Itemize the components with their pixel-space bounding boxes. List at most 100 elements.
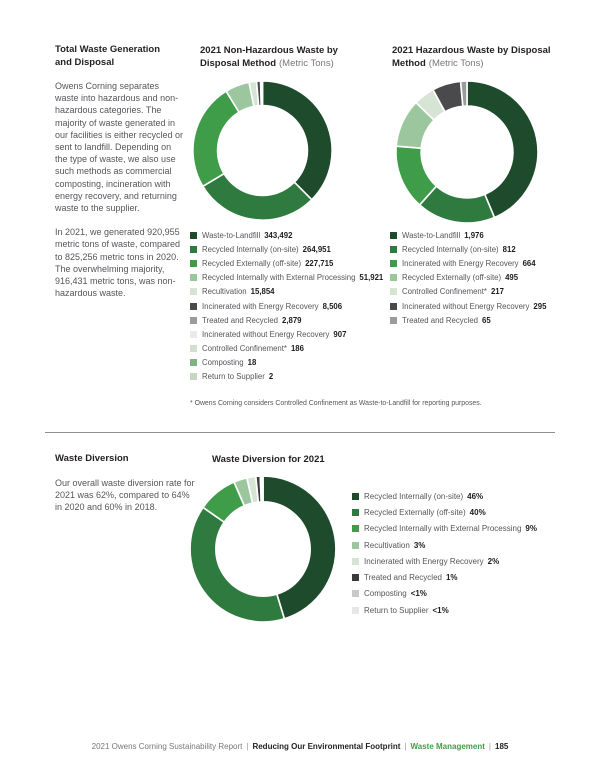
legend-value: 343,492 (264, 230, 293, 240)
legend-label: Recycled Internally (on-site) (364, 491, 464, 501)
legend-label: Return to Supplier (364, 605, 429, 615)
chart-title-text: Method (392, 58, 426, 69)
legend-item: Treated and Recycled 2,879 (190, 313, 383, 327)
legend-label: Incinerated with Energy Recovery (402, 258, 519, 268)
legend-value: 18 (247, 358, 257, 368)
legend-label: Incinerated with Energy Recovery (202, 301, 319, 311)
legend-value: <1% (410, 589, 427, 599)
legend-label: Composting (364, 589, 407, 599)
legend-value: 51,921 (359, 273, 384, 283)
section-heading-waste-generation: Total Waste Generation and Disposal (55, 44, 161, 68)
legend-item: Incinerated without Energy Recovery 295 (390, 299, 546, 313)
legend-item: Recycled Internally with External Proces… (190, 271, 383, 285)
legend-swatch (190, 245, 197, 253)
section-divider (45, 432, 555, 433)
legend-item: Recycled Internally (on-site) 46% (352, 488, 537, 504)
legend-value: <1% (432, 605, 449, 615)
legend-swatch (190, 359, 197, 367)
donut-chart-nonhazardous (190, 78, 335, 223)
legend-label: Recycled Internally with External Proces… (202, 273, 356, 283)
legend-swatch (190, 345, 197, 353)
legend-item: Incinerated with Energy Recovery 664 (390, 256, 546, 270)
legend-label: Controlled Confinement* (402, 287, 487, 297)
legend-swatch (390, 302, 397, 310)
legend-swatch (190, 288, 197, 296)
legend-label: Waste-to-Landfill (202, 230, 261, 240)
donut-segment (262, 475, 337, 620)
chart-title-text: 2021 Non-Hazardous Waste by (200, 45, 338, 56)
footer-separator: | (246, 742, 249, 751)
legend-value: 907 (333, 329, 347, 339)
legend-label: Recycled Externally (off-site) (364, 507, 466, 517)
legend-label: Return to Supplier (202, 372, 265, 382)
legend-swatch (352, 525, 359, 533)
page-footer: 2021 Owens Corning Sustainability Report… (0, 742, 600, 751)
legend-value: 15,854 (250, 287, 275, 297)
legend-item: Treated and Recycled 65 (390, 313, 546, 327)
legend-item: Recultivation 15,854 (190, 285, 383, 299)
legend-hazardous: Waste-to-Landfill 1,976 Recycled Internall… (390, 228, 546, 327)
donut-segment (189, 506, 286, 623)
legend-item: Controlled Confinement* 217 (390, 285, 546, 299)
legend-label: Controlled Confinement* (202, 344, 287, 354)
legend-label: Treated and Recycled (364, 573, 442, 583)
legend-value: 295 (533, 301, 547, 311)
legend-item: Controlled Confinement* 186 (190, 342, 383, 356)
legend-swatch (390, 259, 397, 267)
legend-swatch (390, 231, 397, 239)
legend-value: 3% (413, 540, 426, 550)
chart-title-text: Disposal Method (200, 58, 277, 69)
footer-text: Waste Management (410, 742, 485, 751)
legend-item: Composting <1% (352, 586, 537, 602)
legend-diversion: Recycled Internally (on-site) 46% Recycled… (352, 488, 537, 618)
legend-swatch (352, 606, 359, 614)
legend-nonhazardous: Waste-to-Landfill 343,492 Recycled Interna… (190, 228, 383, 384)
legend-label: Recultivation (202, 287, 247, 297)
paragraph: In 2021, we generated 920,955 metric ton… (55, 227, 181, 299)
legend-item: Recycled Internally (on-site) 264,951 (190, 242, 383, 256)
donut-segment (260, 475, 264, 503)
legend-label: Recycled Internally (on-site) (402, 244, 499, 254)
chart-title-line: Disposal Method (Metric Tons) (200, 57, 380, 70)
legend-label: Treated and Recycled (202, 315, 278, 325)
legend-item: Recycled Internally (on-site) 812 (390, 242, 546, 256)
donut-svg (395, 80, 539, 224)
legend-label: Recycled Externally (off-site) (402, 273, 502, 283)
legend-label: Recycled Internally with External Proces… (364, 524, 522, 534)
legend-value: 217 (490, 287, 504, 297)
legend-swatch (190, 231, 197, 239)
legend-swatch (352, 590, 359, 598)
footer-text: 2021 Owens Corning Sustainability Report (91, 742, 243, 751)
chart-title-line: 2021 Non-Hazardous Waste by (200, 44, 380, 57)
legend-swatch (390, 316, 397, 324)
paragraph: Owens Corning separates waste into hazar… (55, 81, 184, 214)
legend-value: 46% (467, 491, 484, 501)
donut-segment (466, 80, 539, 219)
legend-item: Recycled Internally with External Proces… (352, 521, 537, 537)
legend-swatch (190, 330, 197, 338)
chart-title-nonhazardous: 2021 Non-Hazardous Waste by Disposal Meth… (200, 44, 380, 70)
legend-label: Incinerated with Energy Recovery (364, 556, 484, 566)
legend-value: 9% (525, 524, 537, 534)
chart-title-hazardous: 2021 Hazardous Waste by Disposal Method (M… (392, 44, 567, 70)
legend-value: 2% (487, 556, 500, 566)
legend-item: Composting 18 (190, 356, 383, 370)
legend-swatch (390, 245, 397, 253)
chart-title-unit: (Metric Tons) (279, 58, 334, 69)
intro-paragraphs: Owens Corning separates waste into hazar… (55, 80, 185, 299)
legend-item: Incinerated without Energy Recovery 907 (190, 327, 383, 341)
chart-title-line: 2021 Hazardous Waste by Disposal (392, 44, 567, 57)
donut-svg (192, 80, 333, 221)
legend-label: Waste-to-Landfill (402, 230, 461, 240)
diversion-paragraphs: Our overall waste diversion rate for 202… (55, 477, 195, 514)
footnote: * Owens Corning considers Controlled Con… (190, 400, 482, 407)
legend-swatch (352, 574, 359, 582)
legend-value: 1,976 (464, 230, 484, 240)
legend-swatch (352, 492, 359, 500)
section-heading-waste-diversion: Waste Diversion (55, 453, 129, 464)
legend-value: 40% (469, 507, 486, 517)
legend-value: 227,715 (305, 258, 334, 268)
legend-item: Incinerated with Energy Recovery 8,506 (190, 299, 383, 313)
legend-item: Recycled Externally (off-site) 495 (390, 271, 546, 285)
